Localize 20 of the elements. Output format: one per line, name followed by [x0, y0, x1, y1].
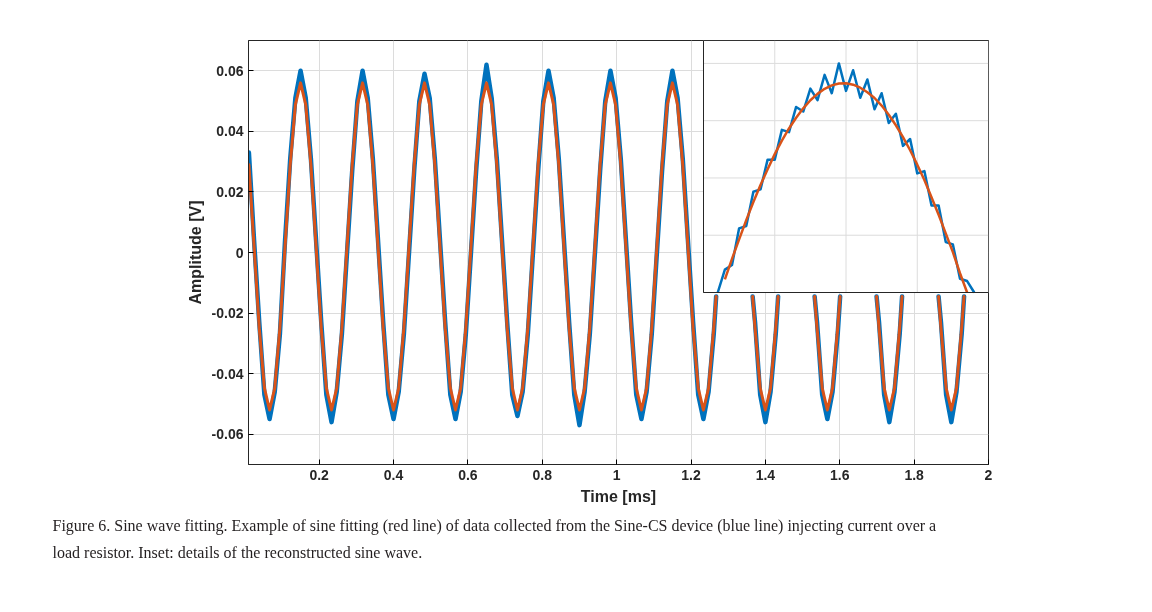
- y-tick-label: -0.06: [211, 426, 244, 443]
- y-axis-title: Amplitude [V]: [186, 200, 204, 305]
- y-tick-label: -0.04: [211, 365, 244, 382]
- x-tick-label: 0.4: [383, 466, 404, 483]
- x-tick-label: 1: [612, 466, 621, 483]
- x-tick-label: 1.6: [830, 466, 850, 483]
- y-tick-label: 0.02: [216, 183, 244, 200]
- x-tick-label: 0.8: [532, 466, 553, 483]
- y-tick-label: 0.06: [216, 62, 244, 79]
- y-tick-label: 0.04: [216, 123, 244, 140]
- x-tick-label: 1.4: [755, 466, 776, 483]
- x-axis-title: Time [ms]: [580, 487, 657, 505]
- caption: Figure 6. Sine wave fitting. Example of sine fitting (red line) of data collected from the Sine-CS device (blue line) injecting current over a load resistor. Inset: details of the reconstructed sine wave.: [52, 516, 937, 561]
- y-tick-label: -0.02: [211, 305, 244, 322]
- x-tick-label: 2: [984, 466, 993, 483]
- y-tick-label: 0: [235, 244, 244, 261]
- x-tick-label: 0.2: [309, 466, 330, 483]
- x-tick-label: 1.8: [904, 466, 925, 483]
- x-tick-label: 1.2: [681, 466, 701, 483]
- x-tick-label: 0.6: [458, 466, 478, 483]
